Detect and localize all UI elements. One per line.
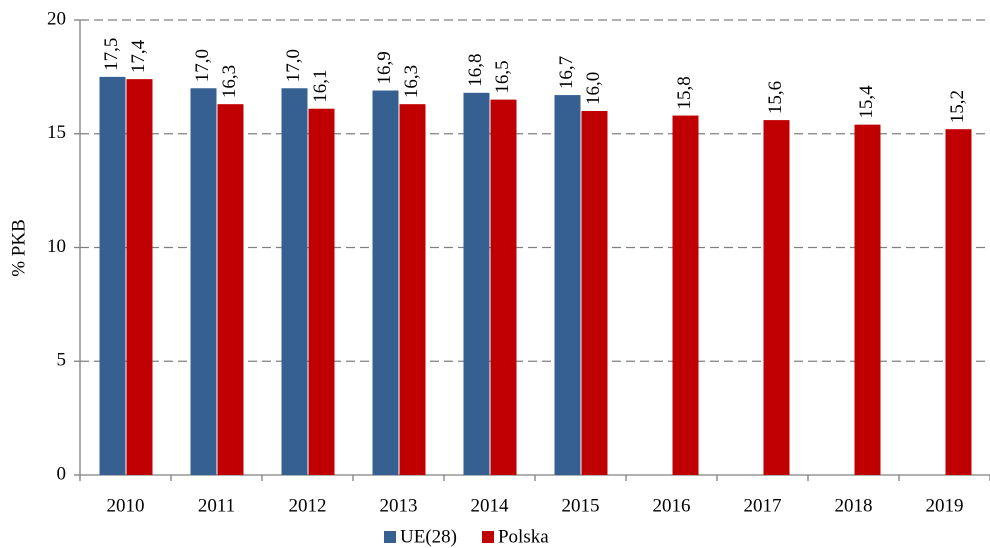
data-label: 15,6 (765, 81, 786, 114)
bar (126, 79, 153, 476)
x-tick-label: 2017 (744, 495, 782, 516)
y-tick-label: 0 (57, 463, 67, 484)
y-tick-label: 10 (47, 236, 66, 257)
data-label: 17,4 (128, 39, 149, 73)
data-label: 16,3 (219, 65, 240, 98)
x-tick-label: 2016 (653, 495, 691, 516)
bar (308, 108, 335, 475)
y-tick-label: 5 (57, 350, 67, 371)
bar (672, 115, 699, 476)
bar (945, 129, 972, 475)
bar (463, 92, 490, 476)
x-tick-label: 2018 (835, 495, 873, 516)
bar (372, 90, 399, 476)
data-label: 15,2 (947, 90, 968, 123)
bar (217, 104, 244, 476)
bar (581, 111, 608, 475)
x-tick-label: 2014 (471, 495, 510, 516)
x-tick-label: 2019 (926, 495, 964, 516)
x-tick-label: 2015 (562, 495, 600, 516)
data-label: 16,8 (465, 54, 486, 87)
x-tick-label: 2010 (107, 495, 145, 516)
legend-swatch (384, 531, 396, 543)
bar (99, 76, 126, 475)
data-label: 16,9 (374, 51, 395, 84)
data-label: 15,8 (674, 76, 695, 109)
x-tick-label: 2013 (380, 495, 418, 516)
bar (763, 120, 790, 475)
legend-label: UE(28) (400, 526, 457, 547)
bar (554, 95, 581, 475)
data-label: 16,3 (401, 65, 422, 98)
data-label: 17,5 (101, 38, 122, 71)
data-label: 16,1 (310, 69, 331, 102)
bar (281, 88, 308, 475)
data-label: 16,7 (556, 56, 577, 89)
data-label: 17,0 (192, 49, 213, 82)
data-label: 17,0 (283, 49, 304, 82)
data-label: 15,4 (856, 85, 877, 119)
bar (190, 88, 217, 475)
bar (854, 124, 881, 476)
y-axis-title: % PKB (8, 219, 29, 277)
legend-label: Polska (498, 526, 549, 547)
y-tick-label: 15 (47, 122, 66, 143)
x-tick-label: 2012 (289, 495, 327, 516)
data-label: 16,5 (492, 60, 513, 93)
y-tick-label: 20 (47, 8, 66, 29)
bar (399, 104, 426, 476)
data-label: 16,0 (583, 72, 604, 105)
x-tick-label: 2011 (198, 495, 235, 516)
legend-swatch (481, 531, 494, 543)
bar (490, 99, 517, 475)
